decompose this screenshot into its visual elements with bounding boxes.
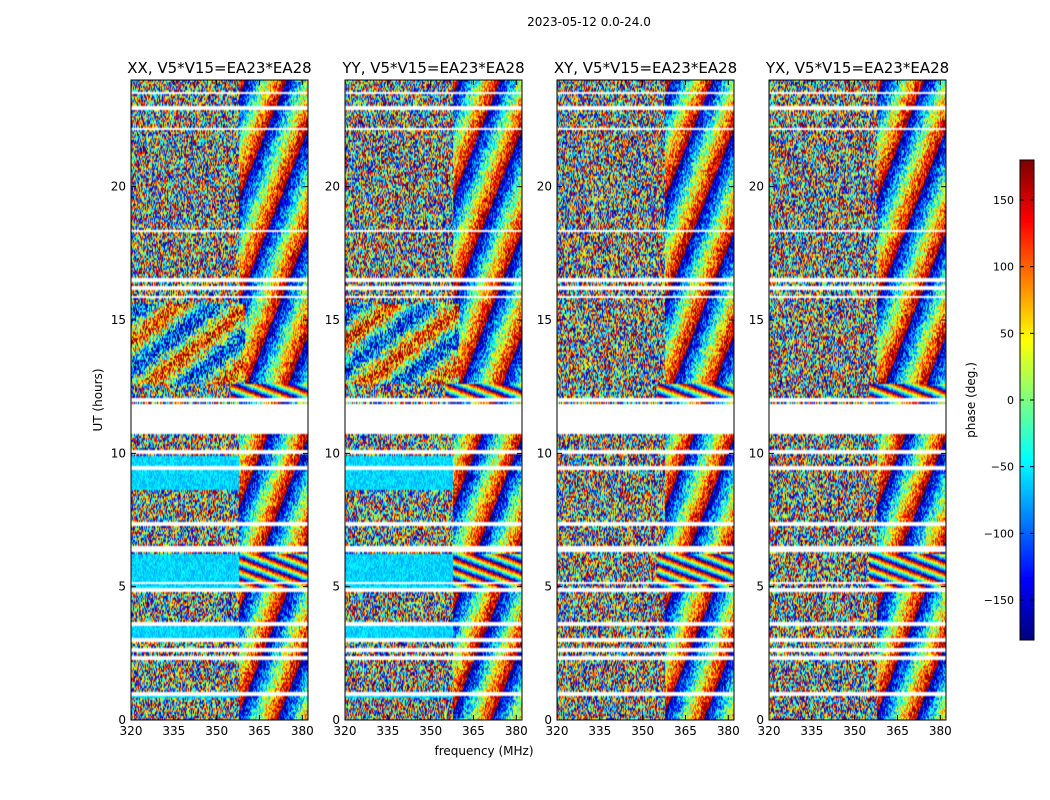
y-tick-label: 15 (325, 313, 340, 327)
x-axis-label: frequency (MHz) (434, 744, 533, 758)
x-tick-label: 350 (419, 724, 442, 738)
x-tick-label: 365 (248, 724, 271, 738)
y-tick-label: 15 (111, 313, 126, 327)
x-tick-label: 335 (162, 724, 185, 738)
x-tick-label: 320 (758, 724, 781, 738)
panel-frame (130, 79, 309, 721)
panel-yy: YY, V5*V15=EA23*EA28 320 335 350 365 380 0 5 10 1… (325, 59, 528, 738)
heatmap-xy (557, 80, 734, 720)
y-tick-label: 5 (544, 580, 552, 594)
panel-xy: XY, V5*V15=EA23*EA28 320 335 350 365 380 0 5 10 1… (537, 59, 740, 738)
panel-yx: YX, V5*V15=EA23*EA28 320 335 350 365 380 0 5 10 1… (749, 59, 952, 738)
colorbar-tick-label: −50 (991, 461, 1014, 474)
x-tick-label: 335 (376, 724, 399, 738)
panels-group: XX, V5*V15=EA23*EA28 320 335 350 365 380 0 5 10 1… (111, 59, 952, 738)
x-tick-label: 320 (120, 724, 143, 738)
panel-title-yx: YX, V5*V15=EA23*EA28 (765, 59, 949, 77)
y-tick-label: 20 (537, 180, 552, 194)
panel-frame (344, 79, 523, 721)
colorbar-tick-label: 150 (993, 194, 1014, 207)
y-tick-label: 0 (544, 713, 552, 727)
y-tick-label: 20 (749, 180, 764, 194)
panel-title-xy: XY, V5*V15=EA23*EA28 (554, 59, 737, 77)
x-tick-label: 350 (205, 724, 228, 738)
y-tick-label: 20 (111, 180, 126, 194)
colorbar-label: phase (deg.) (964, 362, 978, 438)
panel-xx: XX, V5*V15=EA23*EA28 320 335 350 365 380 0 5 10 1… (111, 59, 314, 738)
x-tick-label: 380 (929, 724, 952, 738)
colorbar-gradient (1020, 160, 1034, 640)
y-axis-label: UT (hours) (91, 368, 105, 431)
x-tick-label: 380 (291, 724, 314, 738)
colorbar-tick-label: 50 (1000, 327, 1014, 340)
heatmap-yx (769, 80, 946, 720)
panel-title-xx: XX, V5*V15=EA23*EA28 (127, 59, 311, 77)
colorbar: −150 −100 −50 0 50 100 150 phase (deg.) (964, 159, 1035, 641)
figure-suptitle: 2023-05-12 0.0-24.0 (527, 15, 651, 29)
panel-frame (768, 79, 947, 721)
y-tick-label: 10 (537, 446, 552, 460)
x-tick-label: 335 (588, 724, 611, 738)
y-tick-label: 5 (332, 580, 340, 594)
panel-frame (556, 79, 735, 721)
colorbar-tick-label: 0 (1007, 394, 1014, 407)
x-tick-label: 320 (334, 724, 357, 738)
y-tick-label: 0 (756, 713, 764, 727)
y-tick-label: 0 (118, 713, 126, 727)
x-tick-label: 380 (717, 724, 740, 738)
y-tick-label: 5 (756, 580, 764, 594)
panel-title-yy: YY, V5*V15=EA23*EA28 (341, 59, 524, 77)
y-tick-label: 15 (537, 313, 552, 327)
x-tick-label: 320 (546, 724, 569, 738)
y-tick-label: 0 (332, 713, 340, 727)
y-tick-label: 5 (118, 580, 126, 594)
x-tick-label: 350 (631, 724, 654, 738)
y-tick-label: 20 (325, 180, 340, 194)
x-tick-label: 365 (886, 724, 909, 738)
x-tick-label: 380 (505, 724, 528, 738)
y-tick-label: 15 (749, 313, 764, 327)
x-tick-label: 365 (462, 724, 485, 738)
colorbar-tick-label: 100 (993, 261, 1014, 274)
x-tick-label: 350 (843, 724, 866, 738)
colorbar-tick-label: −150 (984, 594, 1014, 607)
x-tick-label: 365 (674, 724, 697, 738)
heatmap-xx (131, 80, 308, 720)
y-tick-label: 10 (325, 446, 340, 460)
y-tick-label: 10 (111, 446, 126, 460)
x-tick-label: 335 (800, 724, 823, 738)
heatmap-yy (345, 80, 522, 720)
colorbar-tick-label: −100 (984, 527, 1014, 540)
y-tick-label: 10 (749, 446, 764, 460)
